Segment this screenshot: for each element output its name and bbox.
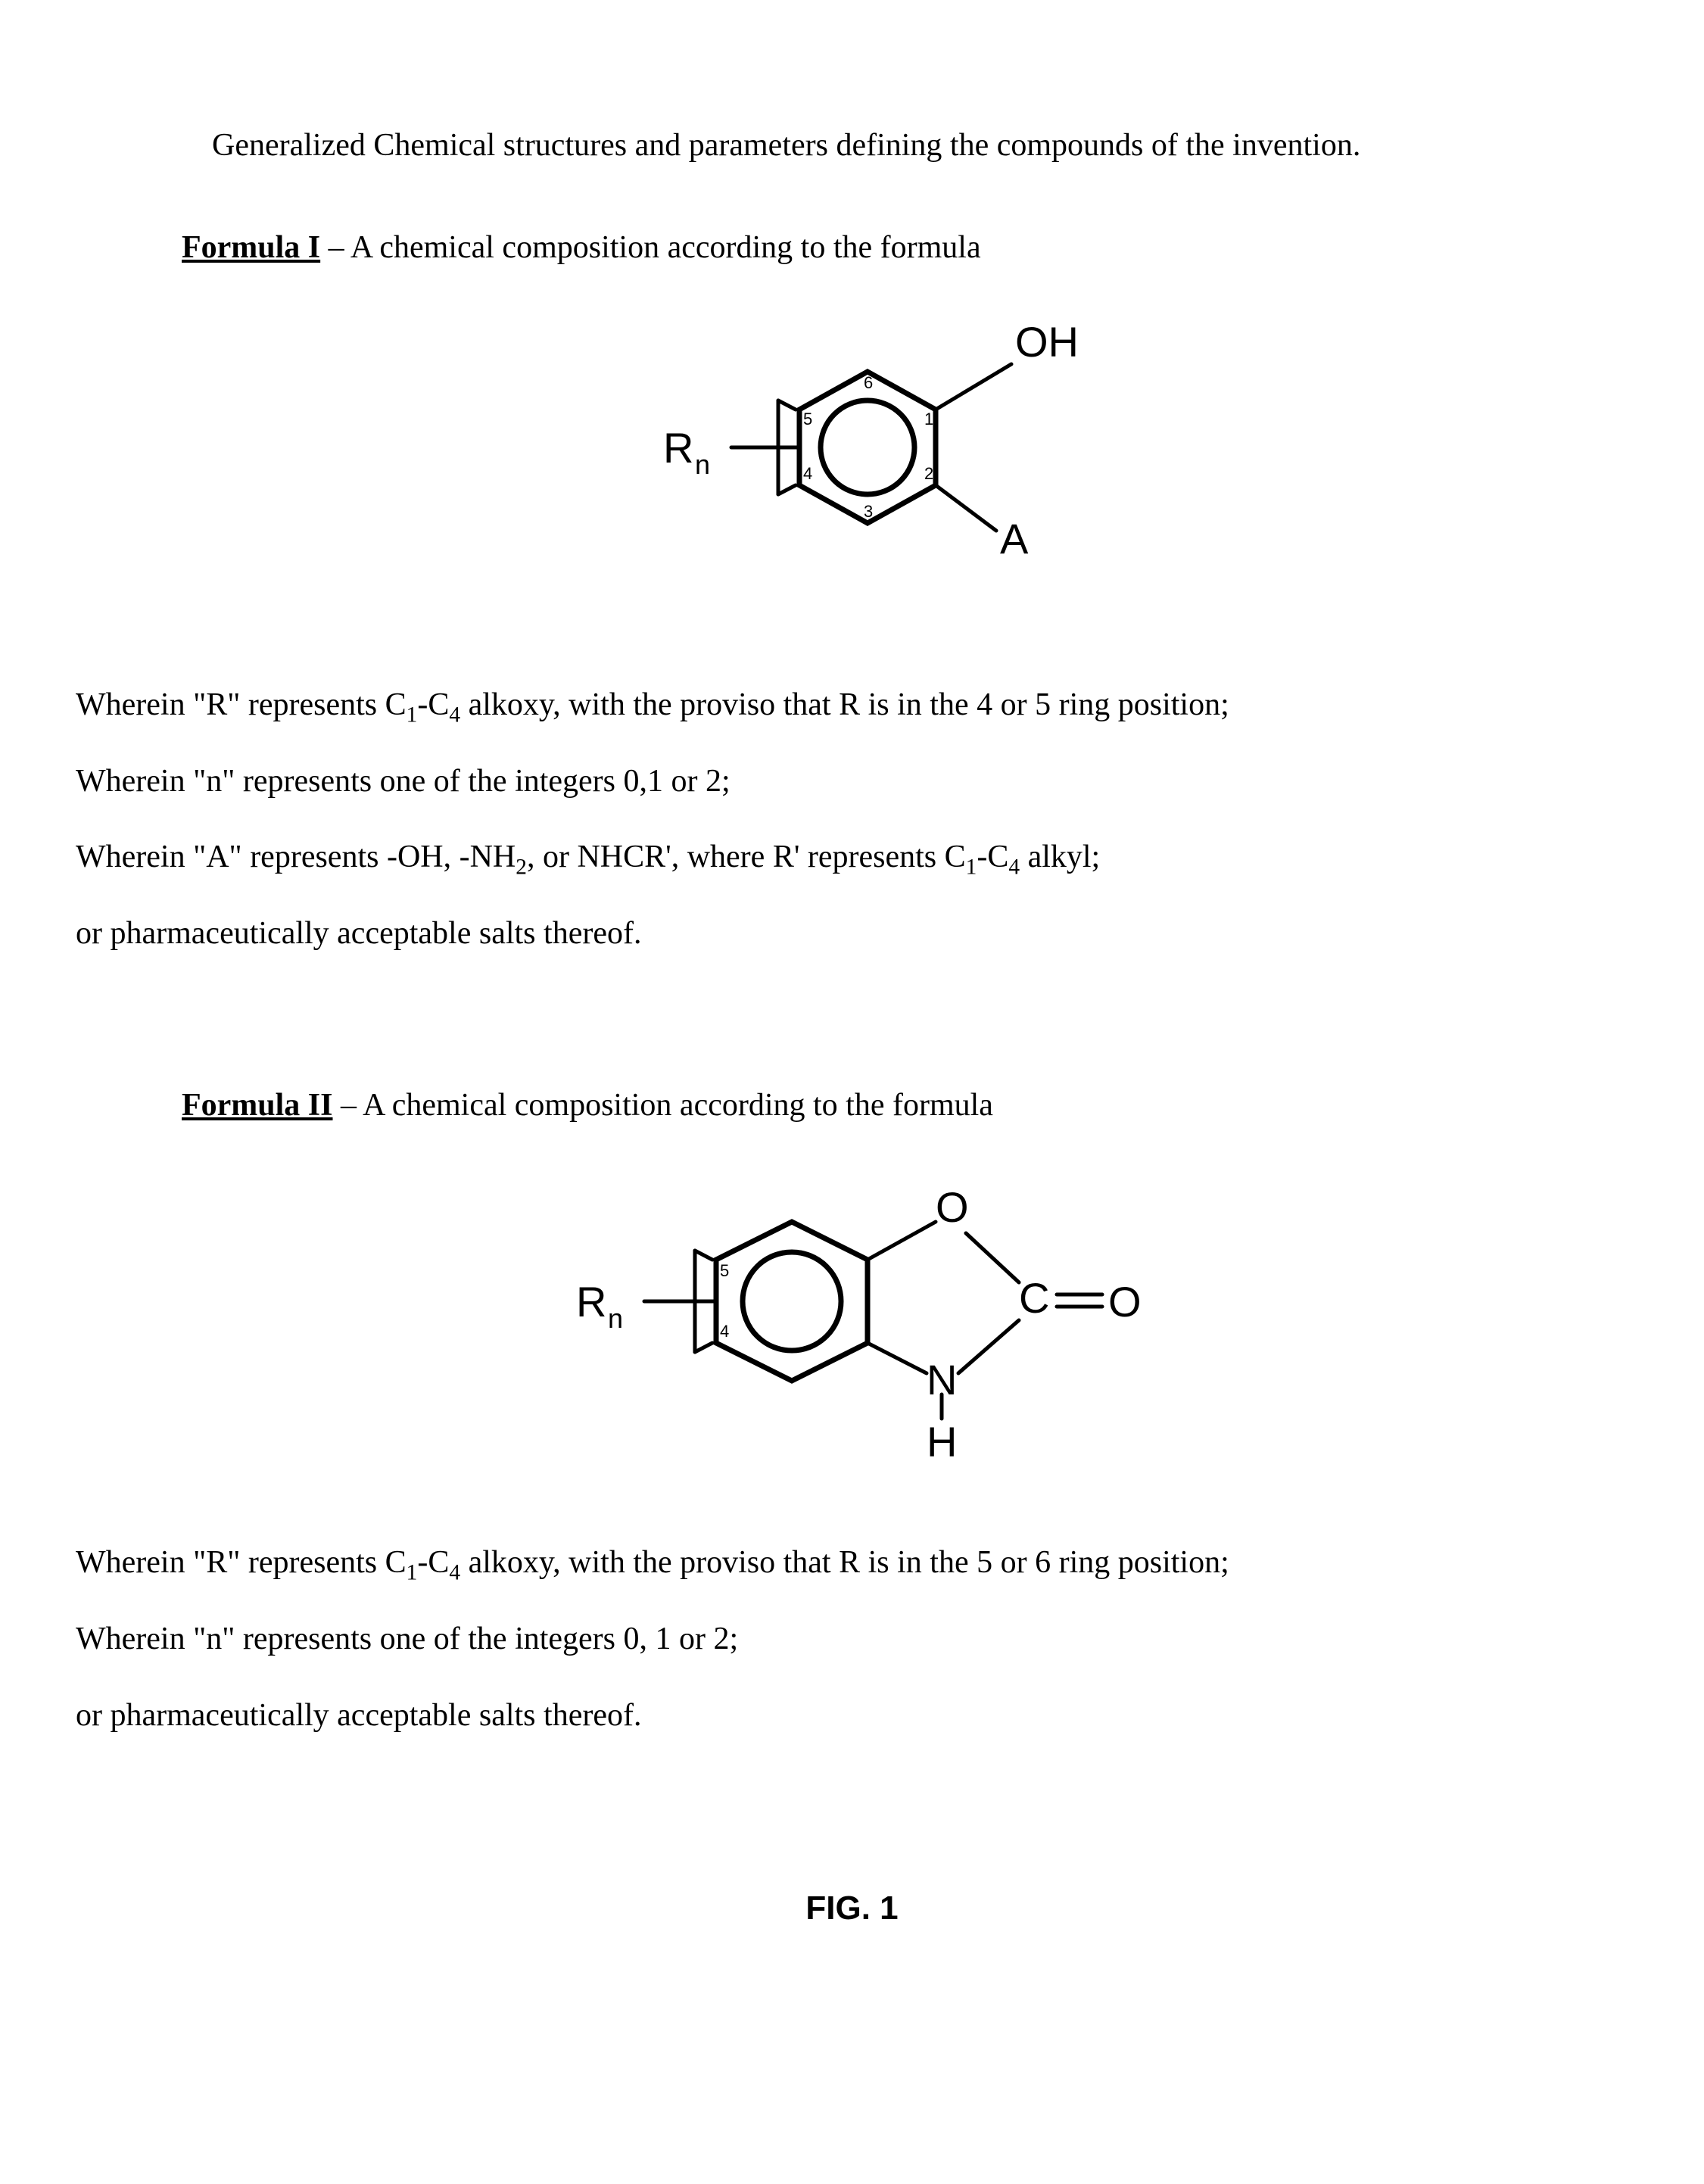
intro-text: Generalized Chemical structures and para… — [76, 107, 1628, 184]
figure-label: FIG. 1 — [76, 1890, 1628, 1927]
formula1-tail: – A chemical composition according to th… — [320, 230, 980, 265]
formula2-p1: Wherein "R" represents C1-C4 alkoxy, wit… — [76, 1525, 1628, 1601]
formula1-diagram: OH A R n 1 2 3 4 5 6 — [512, 304, 1193, 622]
formula2-heading: Formula II – A chemical composition acco… — [182, 1087, 1628, 1123]
formula2-o-top: O — [936, 1183, 969, 1231]
formula2-pos4: 4 — [720, 1322, 729, 1341]
formula1-pos5: 5 — [803, 410, 812, 428]
formula1-name: Formula I — [182, 230, 320, 265]
formula1-a-label: A — [1000, 515, 1029, 562]
formula2-n: N — [927, 1356, 957, 1404]
formula2-h: H — [927, 1418, 957, 1466]
formula1-p1: Wherein "R" represents C1-C4 alkoxy, wit… — [76, 667, 1628, 743]
formula1-p4: or pharmaceutically acceptable salts the… — [76, 896, 1628, 972]
formula2-p2: Wherein "n" represents one of the intege… — [76, 1601, 1628, 1678]
formula2-tail: – A chemical composition according to th… — [333, 1088, 993, 1123]
formula1-pos2: 2 — [924, 464, 933, 483]
formula1-pos1: 1 — [924, 410, 933, 428]
formula1-rn-n: n — [695, 449, 710, 480]
formula1-pos3: 3 — [864, 502, 873, 521]
formula2-rn-n: n — [608, 1303, 623, 1334]
formula1-oh-label: OH — [1015, 318, 1079, 366]
formula1-pos6: 6 — [864, 373, 873, 392]
formula1-pos4: 4 — [803, 464, 812, 483]
formula2-rn-r: R — [576, 1278, 606, 1326]
formula1-p2: Wherein "n" represents one of the intege… — [76, 743, 1628, 820]
formula2-o-dbl: O — [1108, 1278, 1142, 1326]
formula2-p3: or pharmaceutically acceptable salts the… — [76, 1678, 1628, 1754]
formula2-name: Formula II — [182, 1088, 333, 1123]
formula2-c: C — [1019, 1274, 1049, 1322]
formula2-pos5: 5 — [720, 1261, 729, 1280]
formula1-p3: Wherein "A" represents -OH, -NH2, or NHC… — [76, 819, 1628, 896]
formula1-heading: Formula I – A chemical composition accor… — [182, 229, 1628, 266]
formula1-rn-r: R — [663, 424, 693, 472]
formula2-diagram: O C O N H R n 5 4 — [474, 1161, 1231, 1479]
